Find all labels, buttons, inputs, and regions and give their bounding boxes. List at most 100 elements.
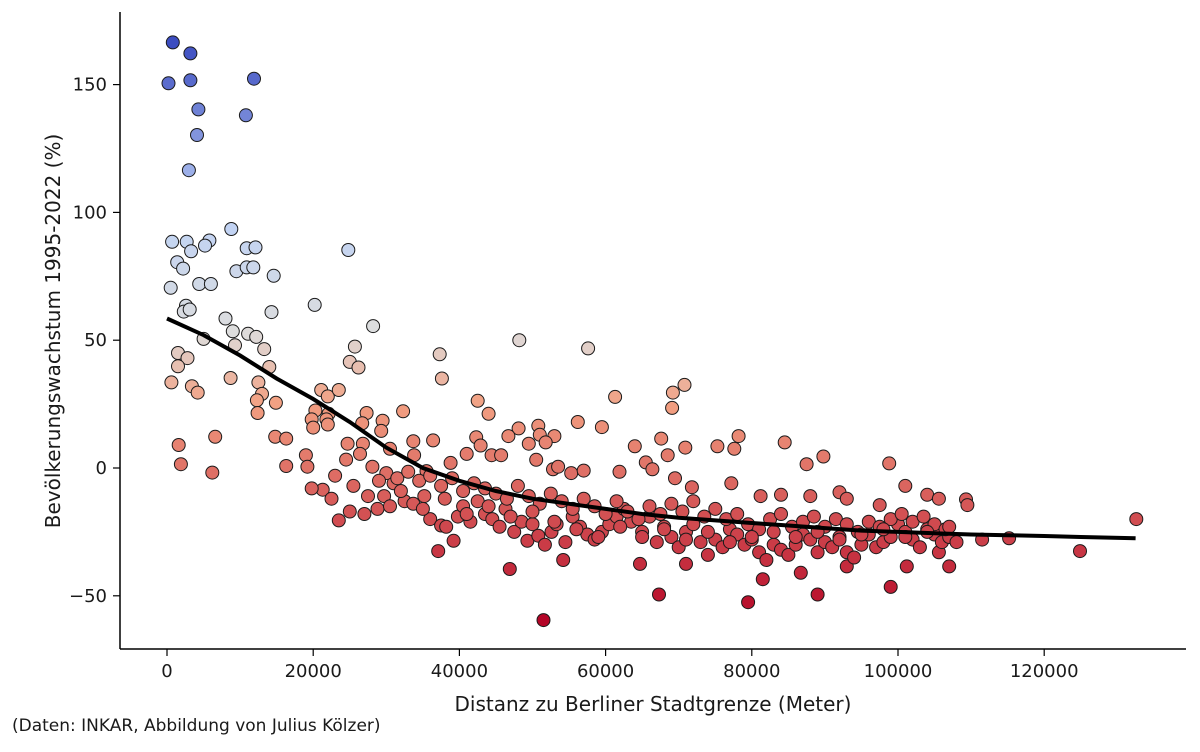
data-point <box>503 509 518 524</box>
data-point <box>899 559 914 574</box>
data-point <box>537 537 552 552</box>
data-point <box>181 163 196 178</box>
data-point <box>390 471 405 486</box>
data-point <box>331 513 346 528</box>
data-point <box>730 507 745 521</box>
data-point <box>298 448 313 463</box>
data-point <box>529 452 544 467</box>
data-point <box>393 484 408 498</box>
x-ticks: 0 20000 40000 60000 80000 100000 120000 <box>161 649 1079 682</box>
data-point <box>374 423 389 438</box>
data-point <box>839 491 854 506</box>
data-point <box>406 434 421 449</box>
source-caption: (Daten: INKAR, Abbildung von Julius Kölz… <box>12 716 381 736</box>
data-point <box>700 547 715 562</box>
data-point <box>679 556 693 571</box>
data-point <box>931 491 946 506</box>
x-tick-label: 120000 <box>1010 661 1079 682</box>
data-point <box>346 478 361 493</box>
data-point <box>341 243 356 257</box>
data-point <box>328 468 343 483</box>
data-point <box>558 535 573 550</box>
data-point <box>627 439 642 454</box>
data-point <box>434 371 449 386</box>
data-point <box>912 540 927 555</box>
x-tick-label: 80000 <box>723 661 780 682</box>
data-point <box>320 417 335 432</box>
y-tick-label: −50 <box>69 586 107 607</box>
data-point <box>470 393 485 408</box>
data-point <box>264 305 279 320</box>
data-point <box>759 553 774 567</box>
data-point <box>916 509 931 524</box>
data-point <box>396 404 411 419</box>
data-point <box>766 524 781 539</box>
data-point <box>645 462 660 477</box>
data-point <box>1073 544 1087 559</box>
data-point <box>551 459 566 474</box>
data-point <box>353 446 367 461</box>
data-point <box>536 613 551 628</box>
data-point <box>163 280 178 295</box>
data-point <box>832 532 847 547</box>
data-point <box>894 507 909 521</box>
data-point <box>898 478 913 493</box>
data-point <box>366 319 381 334</box>
x-tick-label: 20000 <box>285 661 342 682</box>
data-point <box>437 491 452 506</box>
data-point <box>799 457 814 472</box>
data-point <box>365 459 380 474</box>
trend-line <box>166 316 1136 541</box>
data-point <box>224 222 239 236</box>
data-point <box>543 486 558 501</box>
data-point <box>652 587 666 602</box>
data-point <box>423 512 438 527</box>
data-point <box>456 484 471 498</box>
data-point <box>249 393 264 408</box>
data-point <box>741 595 756 610</box>
axes <box>119 12 1186 650</box>
data-point <box>677 377 692 392</box>
data-point <box>949 535 964 550</box>
data-point <box>731 429 746 444</box>
data-point <box>432 347 447 362</box>
data-point <box>306 420 321 435</box>
data-point <box>164 375 179 390</box>
data-point <box>473 438 488 453</box>
data-point <box>556 553 571 567</box>
data-point <box>710 439 725 454</box>
data-point <box>613 519 628 534</box>
data-point <box>492 519 507 534</box>
data-point <box>249 329 264 344</box>
data-point <box>320 389 335 404</box>
data-point <box>693 535 708 550</box>
data-point <box>755 572 770 587</box>
data-point <box>547 514 562 529</box>
data-point <box>340 436 355 451</box>
data-point <box>324 491 339 506</box>
data-point <box>700 524 715 539</box>
x-tick-label: 40000 <box>431 661 488 682</box>
data-point <box>190 385 205 400</box>
data-point <box>1129 512 1144 527</box>
data-point <box>774 487 788 502</box>
x-tick-label: 60000 <box>577 661 634 682</box>
data-point <box>182 302 197 317</box>
data-point <box>180 351 195 366</box>
data-point <box>569 522 584 537</box>
data-point <box>250 406 265 420</box>
data-point <box>612 464 627 479</box>
data-point <box>171 438 186 452</box>
data-point <box>581 341 596 356</box>
data-point <box>635 530 650 544</box>
data-point <box>184 244 199 259</box>
data-point <box>248 240 263 255</box>
data-point <box>165 35 180 50</box>
data-point <box>279 431 294 446</box>
data-point <box>434 478 449 493</box>
data-point <box>372 473 386 488</box>
data-point <box>191 102 206 117</box>
data-point <box>724 476 739 491</box>
data-point <box>426 433 441 448</box>
